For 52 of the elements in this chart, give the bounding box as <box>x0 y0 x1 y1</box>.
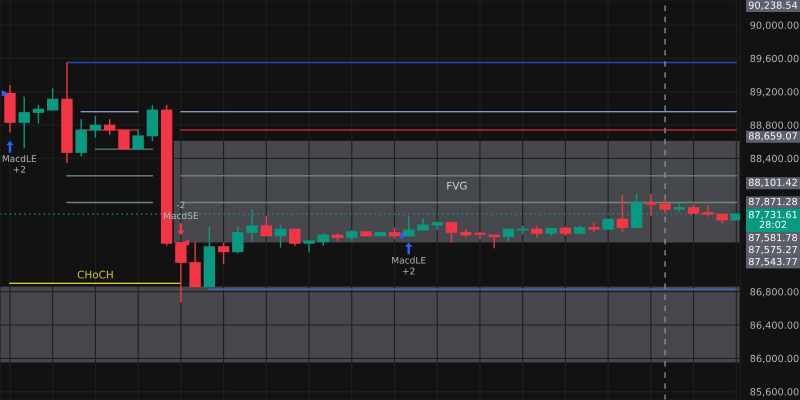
y-tick-label: 90,000.00 <box>750 21 799 30</box>
y-tick-label: 86,800.00 <box>750 288 799 296</box>
y-tick-label: 86,000.00 <box>750 354 799 364</box>
y-tick-label: 89,200.00 <box>750 88 799 96</box>
candlestick <box>659 198 671 214</box>
candlestick <box>674 202 686 212</box>
candlestick <box>446 222 458 244</box>
candlestick <box>531 225 543 238</box>
candlestick <box>104 118 116 136</box>
text: 87,581.78 <box>748 234 798 242</box>
y-tick-label: 89,600.00 <box>750 54 799 64</box>
candlestick <box>47 88 58 112</box>
candlestick <box>602 218 614 230</box>
candlestick <box>616 194 628 234</box>
y-tick-label: 88,800.00 <box>750 121 799 130</box>
text: 88,101.42 <box>748 178 797 188</box>
text: 88,659.07 <box>748 132 797 141</box>
y-tick-label: 86,400.00 <box>750 321 799 330</box>
series-label: CHoCH <box>78 270 113 279</box>
text: 87,575.27 <box>748 246 797 254</box>
y-tick-label: 85,600.00 <box>750 388 799 396</box>
candlestick <box>132 128 144 150</box>
candlestick <box>488 234 500 250</box>
candlestick <box>218 242 230 265</box>
candlestick <box>588 222 600 232</box>
candlestick <box>318 232 329 247</box>
text: 90,238.54 <box>748 1 798 10</box>
text: MacdLE +2 <box>392 256 426 274</box>
band-label: FVG <box>447 182 467 190</box>
candlestick <box>75 118 87 158</box>
candlestick <box>645 193 657 217</box>
ref-line-label: 87,731.61 28:02 <box>748 210 797 228</box>
candlestick <box>260 215 272 237</box>
candlestick <box>90 115 102 138</box>
candlestick <box>716 213 728 224</box>
candlestick <box>232 226 244 254</box>
candlestick <box>417 218 429 231</box>
candlestick <box>688 203 700 214</box>
y-tick-label: 88,400.00 <box>750 154 799 164</box>
candlestick <box>702 204 714 218</box>
candlestick <box>502 228 514 242</box>
candlestick <box>560 226 572 237</box>
candlestick <box>289 228 300 247</box>
candlestick <box>346 229 358 242</box>
candlestick <box>118 130 130 150</box>
text: 87,543.77 <box>748 258 797 266</box>
candlestick <box>18 96 30 150</box>
candlestick <box>32 104 44 124</box>
text: 87,871.28 <box>748 198 798 206</box>
series-label: MacdLE +2 <box>2 155 36 173</box>
candlestick <box>274 224 286 248</box>
candlestick <box>175 242 187 304</box>
